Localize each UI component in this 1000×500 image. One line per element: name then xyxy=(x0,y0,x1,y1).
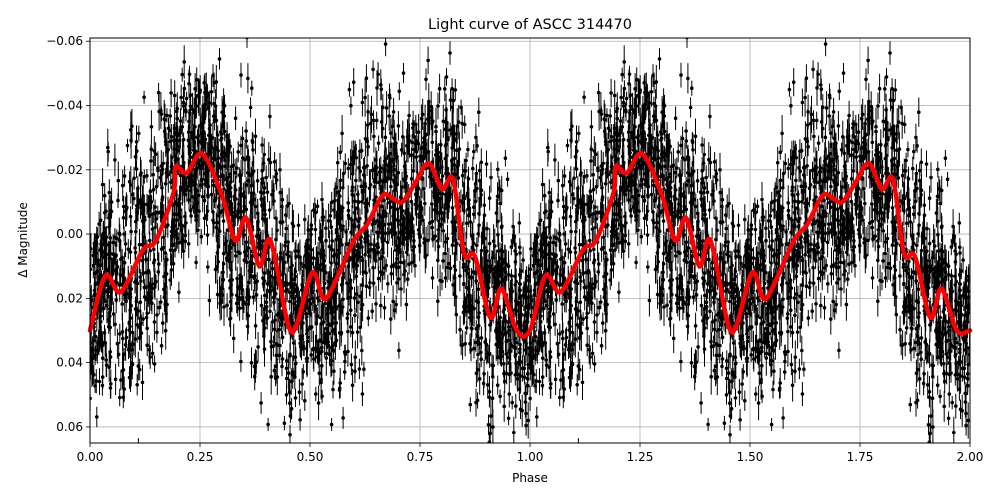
x-tick-label: 0.50 xyxy=(297,450,324,464)
x-tick-label: 1.75 xyxy=(847,450,874,464)
chart-title: Light curve of ASCC 314470 xyxy=(428,17,632,33)
y-tick-label: −0.04 xyxy=(46,99,83,113)
y-tick-label: −0.06 xyxy=(46,34,83,48)
y-tick-label: −0.02 xyxy=(46,163,83,177)
x-axis-label: Phase xyxy=(512,471,548,485)
y-axis-ticks: −0.06 −0.04 −0.02 0.00 0.02 0.04 0.06 xyxy=(46,34,90,434)
x-tick-label: 1.50 xyxy=(737,450,764,464)
x-tick-label: 1.25 xyxy=(627,450,654,464)
x-tick-label: 0.75 xyxy=(407,450,434,464)
x-tick-label: 0.00 xyxy=(77,450,104,464)
x-tick-label: 1.00 xyxy=(517,450,544,464)
y-tick-label: 0.06 xyxy=(56,420,83,434)
y-axis-label: Δ Magnitude xyxy=(16,202,30,278)
x-axis-ticks: 0.00 0.25 0.50 0.75 1.00 1.25 1.50 1.75 2.00 xyxy=(77,443,984,464)
x-tick-label: 2.00 xyxy=(957,450,984,464)
x-tick-label: 0.25 xyxy=(187,450,214,464)
y-tick-label: 0.02 xyxy=(56,291,83,305)
y-tick-label: 0.04 xyxy=(56,356,83,370)
y-tick-label: 0.00 xyxy=(56,227,83,241)
model-curve xyxy=(87,151,973,339)
